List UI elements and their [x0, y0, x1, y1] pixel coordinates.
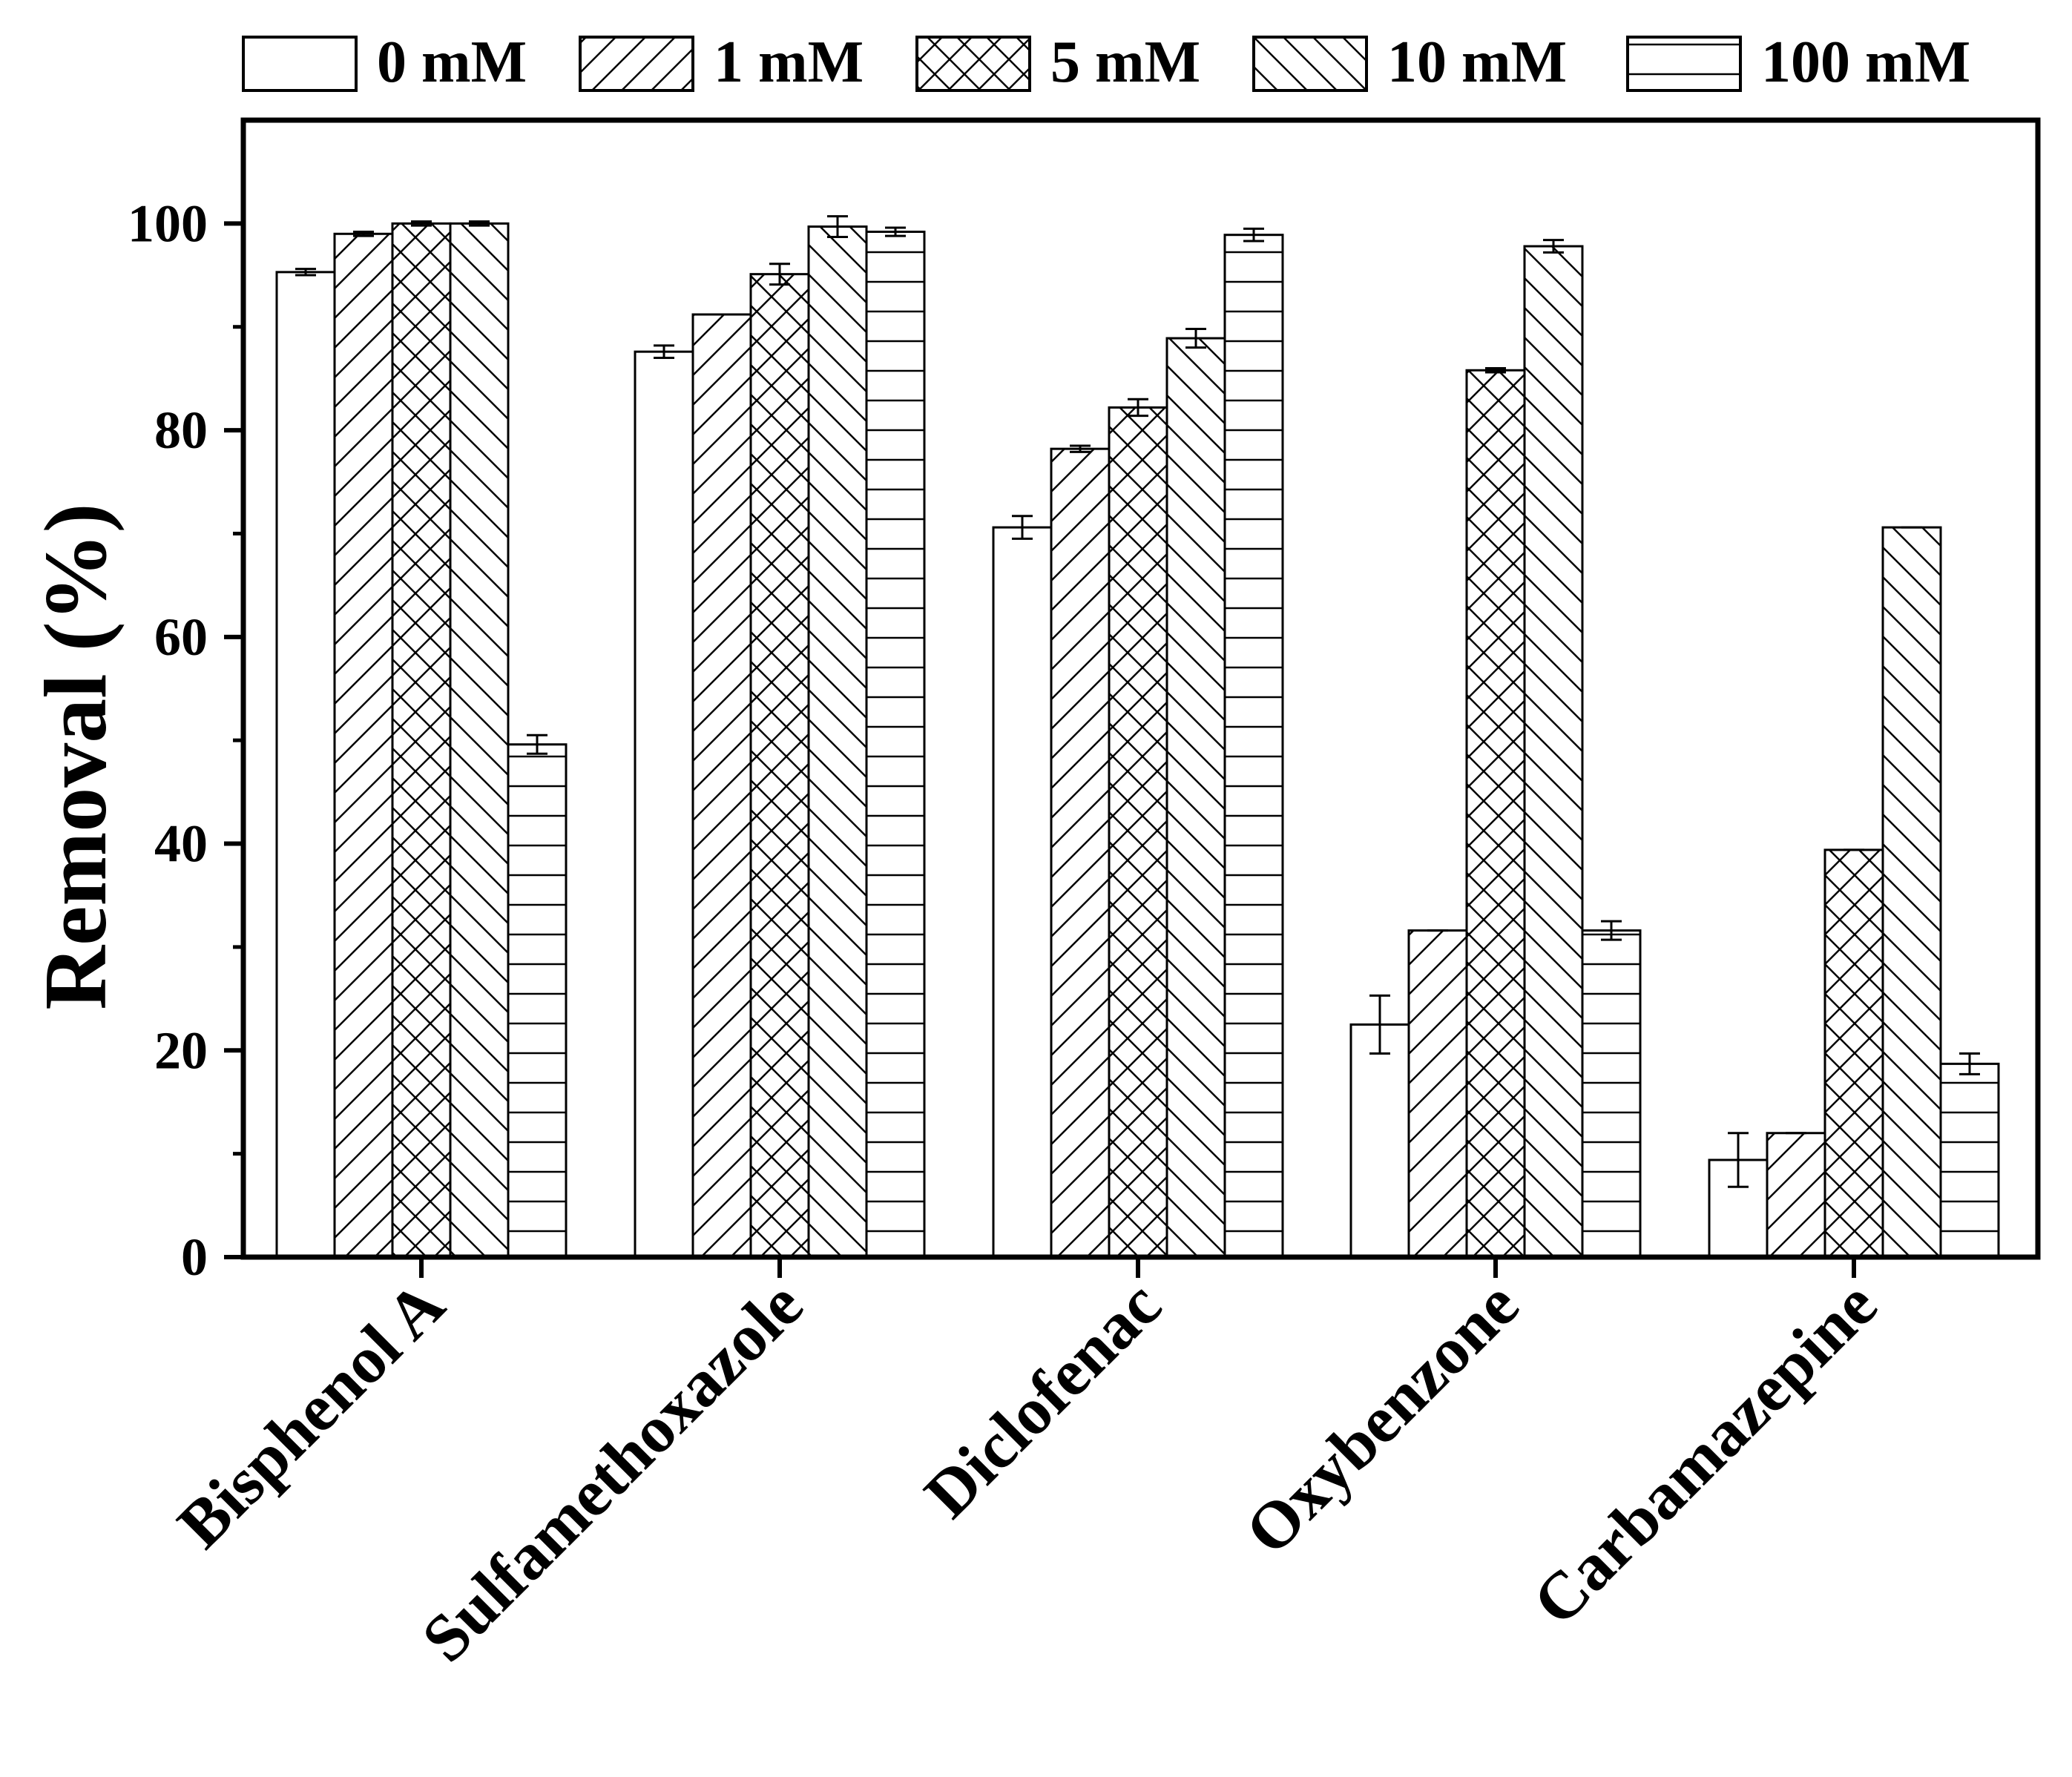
legend-label-5-mm: 5 mM [1050, 30, 1200, 95]
legend-item-10-mm: 10 mM [1252, 30, 1567, 95]
legend-item-100-mm: 100 mM [1626, 30, 1970, 95]
category-label-sulfamethoxazole: Sulfamethoxazole [408, 1267, 817, 1676]
bar-bisphenol-a-5-mm [391, 222, 452, 1259]
error-bars [295, 215, 1980, 1188]
error-bar-diclofenac-10-mm [1185, 328, 1206, 349]
plot-frame [240, 117, 2041, 1260]
bar-oxybenzone-10-mm [1523, 245, 1584, 1259]
error-bar-bisphenol-a-5-mm [411, 220, 432, 227]
legend-label-0-mm: 0 mM [377, 30, 527, 95]
legend-swatch-1-mm [579, 36, 694, 92]
error-bar-sulfamethoxazole-5-mm [769, 263, 790, 286]
category-label-carbamazepine: Carbamazepine [1519, 1267, 1891, 1639]
bar-diclofenac-5-mm [1108, 406, 1168, 1259]
error-bar-sulfamethoxazole-0-mm [654, 344, 674, 360]
bar-bisphenol-a-1-mm [333, 232, 394, 1259]
legend-label-10-mm: 10 mM [1387, 30, 1567, 95]
error-bar-bisphenol-a-0-mm [295, 268, 316, 277]
error-bar-diclofenac-5-mm [1128, 398, 1148, 418]
bar-oxybenzone-100-mm [1581, 929, 1642, 1259]
error-bar-oxybenzone-100-mm [1601, 920, 1622, 941]
error-bar-diclofenac-100-mm [1243, 227, 1264, 243]
bar-sulfamethoxazole-5-mm [749, 273, 810, 1259]
legend-label-1-mm: 1 mM [714, 30, 864, 95]
bar-diclofenac-1-mm [1050, 447, 1111, 1259]
bar-bisphenol-a-0-mm [275, 271, 336, 1259]
axes [240, 117, 2041, 1260]
category-label-bisphenol-a: Bisphenol A [164, 1267, 458, 1562]
bar-sulfamethoxazole-100-mm [865, 231, 926, 1259]
bar-carbamazepine-100-mm [1939, 1062, 2000, 1259]
y-axis-title: Removal (%) [26, 503, 125, 1009]
bar-sulfamethoxazole-1-mm [691, 313, 752, 1259]
error-bar-oxybenzone-0-mm [1369, 994, 1390, 1055]
bar-oxybenzone-0-mm [1349, 1023, 1410, 1259]
bar-diclofenac-100-mm [1223, 234, 1284, 1259]
bar-carbamazepine-5-mm [1823, 848, 1884, 1259]
error-bar-bisphenol-a-10-mm [469, 220, 490, 227]
bars [275, 222, 2000, 1259]
category-label-diclofenac: Diclofenac [911, 1267, 1175, 1532]
bar-bisphenol-a-100-mm [507, 743, 568, 1259]
legend-swatch-5-mm [915, 36, 1031, 92]
bar-diclofenac-0-mm [992, 526, 1053, 1259]
error-bar-sulfamethoxazole-10-mm [827, 215, 848, 238]
bar-carbamazepine-10-mm [1881, 526, 1942, 1259]
y-tick-label-20: 20 [154, 1021, 208, 1080]
legend-label-100-mm: 100 mM [1761, 30, 1970, 95]
ticks: 0 20 40 60 80 100 [128, 194, 1856, 1287]
bar-bisphenol-a-10-mm [449, 222, 510, 1259]
legend-swatch-10-mm [1252, 36, 1368, 92]
bar-sulfamethoxazole-0-mm [634, 350, 694, 1259]
error-bar-diclofenac-0-mm [1012, 515, 1033, 540]
y-tick-label-60: 60 [154, 607, 208, 667]
bar-oxybenzone-1-mm [1407, 929, 1468, 1259]
bar-carbamazepine-1-mm [1766, 1132, 1826, 1259]
legend-item-5-mm: 5 mM [915, 30, 1200, 95]
legend-item-1-mm: 1 mM [579, 30, 864, 95]
legend-item-0-mm: 0 mM [242, 30, 527, 95]
y-tick-label-100: 100 [128, 194, 208, 253]
legend-swatch-100-mm [1626, 36, 1742, 92]
error-bar-bisphenol-a-1-mm [353, 231, 374, 237]
legend: 0 mM 1 mM 5 mM 10 mM 100 mM [242, 30, 1970, 95]
bar-diclofenac-10-mm [1165, 337, 1226, 1259]
bar-sulfamethoxazole-10-mm [807, 225, 868, 1259]
error-bar-bisphenol-a-100-mm [527, 733, 547, 755]
legend-swatch-0-mm [242, 36, 358, 92]
bar-oxybenzone-5-mm [1465, 369, 1526, 1259]
y-tick-label-0: 0 [181, 1227, 208, 1287]
error-bar-sulfamethoxazole-100-mm [885, 226, 906, 237]
y-tick-label-40: 40 [154, 814, 208, 874]
error-bar-carbamazepine-100-mm [1959, 1052, 1980, 1075]
error-bar-oxybenzone-10-mm [1543, 239, 1564, 254]
error-bar-oxybenzone-5-mm [1485, 366, 1506, 374]
error-bar-diclofenac-1-mm [1070, 444, 1091, 453]
error-bar-carbamazepine-0-mm [1728, 1132, 1749, 1188]
y-tick-label-80: 80 [154, 400, 208, 460]
category-label-oxybenzone: Oxybenzone [1231, 1267, 1533, 1569]
